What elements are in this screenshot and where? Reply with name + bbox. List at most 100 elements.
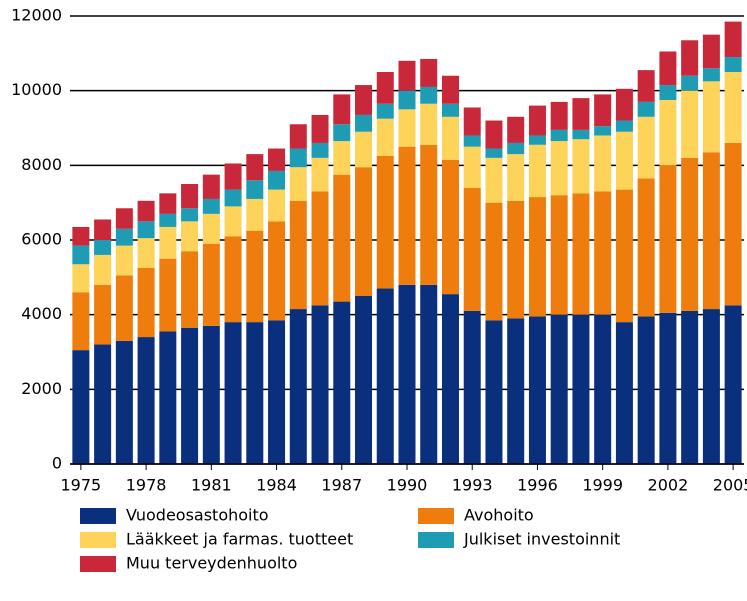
legend-label: Vuodeosastohoito [126, 506, 269, 525]
bar-segment [94, 284, 112, 345]
bar-segment [224, 322, 242, 464]
bar-segment [572, 129, 590, 140]
bar-segment [594, 314, 612, 464]
bar-segment [463, 187, 481, 311]
bar-segment [159, 258, 177, 332]
bar-segment [550, 101, 568, 130]
bar-segment [159, 226, 177, 259]
bar-segment [681, 310, 699, 464]
bar-segment [268, 221, 286, 321]
y-tick-label: 10000 [11, 80, 62, 99]
bar-segment [94, 254, 112, 285]
bar-segment [637, 101, 655, 117]
x-tick-label: 2002 [648, 476, 689, 495]
bar-segment [94, 219, 112, 240]
bar-segment [398, 146, 416, 285]
bar-segment [333, 301, 351, 464]
bar-segment [333, 124, 351, 142]
bar-segment [376, 288, 394, 464]
bar-segment [550, 141, 568, 196]
bar-segment [311, 114, 329, 143]
bar-segment [72, 350, 90, 464]
bar-segment [333, 174, 351, 302]
legend-label: Julkiset investoinnit [463, 530, 620, 549]
bar-segment [202, 174, 220, 199]
bar-segment [376, 156, 394, 289]
bar-segment [159, 331, 177, 464]
bar-segment [681, 90, 699, 158]
bar-segment [615, 322, 633, 464]
bar-segment [528, 316, 546, 464]
bar-segment [181, 327, 199, 464]
bar-segment [355, 296, 373, 464]
bar-segment [724, 142, 742, 306]
bar-segment [246, 198, 264, 231]
bar-segment [594, 94, 612, 127]
bar-segment [355, 85, 373, 115]
bar-segment [615, 120, 633, 132]
bar-segment [289, 167, 307, 201]
bar-segment [441, 103, 459, 117]
bar-segment [72, 292, 90, 351]
bar-segment [485, 202, 503, 321]
bar-segment [463, 107, 481, 136]
bar-segment [94, 240, 112, 255]
legend-swatch [80, 532, 116, 548]
bar-segment [289, 148, 307, 168]
legend-label: Lääkkeet ja farmas. tuotteet [126, 530, 353, 549]
legend-label: Avohoito [464, 506, 534, 525]
bar-segment [485, 157, 503, 203]
bar-segment [159, 193, 177, 214]
bar-segment [224, 206, 242, 237]
bar-segment [528, 197, 546, 317]
bar-segment [376, 72, 394, 104]
bar-segment [376, 103, 394, 119]
x-tick-label: 1978 [126, 476, 167, 495]
bar-segment [528, 144, 546, 198]
bar-segment [441, 75, 459, 104]
bar-segment [594, 126, 612, 136]
bar-segment [485, 148, 503, 158]
bar-segment [485, 120, 503, 149]
bar-segment [681, 40, 699, 76]
legend-swatch [80, 508, 116, 524]
bar-segment [659, 85, 677, 100]
bar-segment [463, 310, 481, 464]
x-tick-label: 2005 [713, 476, 747, 495]
x-tick-label: 1999 [582, 476, 623, 495]
x-tick-label: 1996 [517, 476, 558, 495]
bar-segment [724, 72, 742, 143]
bar-segment [224, 163, 242, 190]
bar-segment [463, 135, 481, 147]
bar-segment [311, 305, 329, 464]
bar-segment [72, 226, 90, 246]
bar-segment [115, 275, 133, 341]
bar-segment [224, 189, 242, 207]
bar-segment [420, 144, 438, 285]
x-tick-label: 1984 [256, 476, 297, 495]
bar-segment [311, 191, 329, 306]
bar-segment [398, 60, 416, 91]
bar-segment [72, 245, 90, 265]
legend-swatch [418, 508, 454, 524]
y-tick-label: 6000 [21, 230, 62, 249]
bar-segment [572, 193, 590, 315]
bar-segment [137, 221, 155, 239]
bar-segment [702, 68, 720, 82]
bar-segment [681, 157, 699, 311]
bar-segment [115, 228, 133, 246]
bar-segment [441, 159, 459, 295]
bar-segment [246, 230, 264, 323]
bar-segment [137, 337, 155, 464]
bar-segment [615, 131, 633, 190]
bar-segment [246, 154, 264, 181]
y-tick-label: 12000 [11, 6, 62, 25]
bar-segment [659, 51, 677, 86]
legend-swatch [80, 556, 116, 572]
bar-segment [637, 70, 655, 102]
bar-segment [137, 238, 155, 268]
bar-segment [702, 152, 720, 310]
bar-segment [441, 116, 459, 160]
legend-swatch [418, 532, 454, 548]
bar-segment [507, 116, 525, 143]
